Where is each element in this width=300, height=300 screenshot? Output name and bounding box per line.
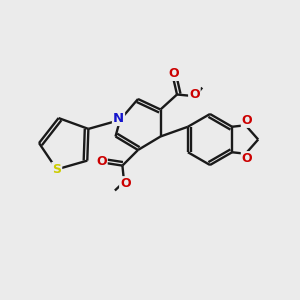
Text: O: O	[242, 114, 252, 127]
Text: N: N	[113, 112, 124, 125]
Text: O: O	[168, 67, 179, 80]
Text: O: O	[120, 177, 131, 190]
Text: O: O	[189, 88, 200, 101]
Text: O: O	[242, 152, 252, 165]
Text: S: S	[52, 163, 61, 176]
Text: O: O	[96, 155, 107, 168]
